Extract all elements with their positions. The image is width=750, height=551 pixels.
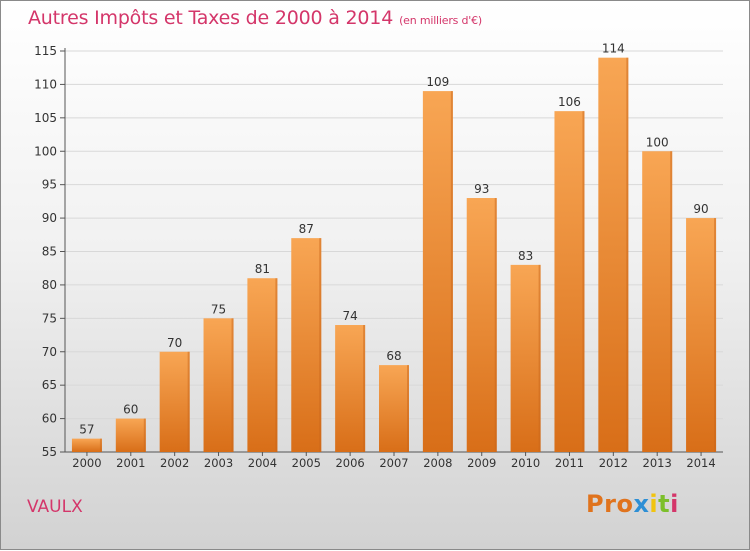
data-label: 70 [167,336,182,350]
bar [466,198,497,452]
bar [203,318,234,452]
bar [159,351,190,452]
bar [335,325,366,452]
bar [379,365,409,452]
bar [554,111,585,453]
bar-edge [231,318,234,452]
logo-letter: i [670,490,679,518]
y-tick-label: 90 [42,211,57,225]
data-label: 60 [123,403,138,417]
data-label: 100 [646,135,669,149]
x-tick-label: 2012 [599,456,628,470]
bar [71,438,102,452]
y-tick-label: 105 [34,111,57,125]
bar [422,91,453,452]
x-tick-label: 2003 [204,456,233,470]
bar-edge [494,198,497,452]
place-name: VAULX [27,497,83,517]
chart-title-text: Autres Impôts et Taxes de 2000 à 2014 [28,7,394,29]
y-tick-label: 65 [42,378,57,392]
x-tick-label: 2002 [160,456,189,470]
bar [291,238,322,452]
x-tick-label: 2014 [686,456,715,470]
bar-edge [714,218,717,452]
data-label: 68 [386,349,401,363]
y-tick-label: 80 [42,278,57,292]
x-tick-label: 2013 [643,456,672,470]
bar-edge [670,151,673,452]
logo-letter: r [604,490,617,518]
chart-title: Autres Impôts et Taxes de 2000 à 2014 (en… [28,7,482,29]
y-tick-label: 115 [34,44,57,58]
bar-edge [319,238,322,452]
x-tick-label: 2008 [423,456,452,470]
logo-letter: i [649,490,659,518]
bar-edge [275,278,278,452]
bar-edge [450,91,453,452]
logo-letter: x [633,490,650,518]
data-label: 81 [255,262,270,276]
bar [642,151,673,452]
bar [247,278,278,452]
bar [598,57,629,452]
logo-letter: o [616,490,634,518]
bar-edge [99,438,102,452]
bar-edge [187,351,190,452]
y-tick-label: 100 [34,144,57,158]
x-tick-label: 2011 [555,456,584,470]
x-tick-label: 2009 [467,456,496,470]
y-tick-label: 85 [42,245,57,259]
x-tick-label: 2010 [511,456,540,470]
data-label: 87 [299,222,314,236]
y-tick-label: 95 [42,178,57,192]
data-label: 106 [558,95,581,109]
x-tick-label: 2000 [72,456,101,470]
x-tick-label: 2006 [335,456,364,470]
data-label: 83 [518,249,533,263]
data-label: 114 [602,42,625,56]
proxiti-logo: Proxiti [586,490,679,518]
data-label: 93 [474,182,489,196]
logo-letter: P [586,490,605,518]
x-tick-label: 2005 [292,456,321,470]
chart-unit: (en milliers d'€) [399,14,482,27]
logo-letter: t [658,490,671,518]
bar-edge [143,418,146,452]
bar-edge [538,264,541,452]
data-label: 90 [693,202,708,216]
x-tick-label: 2004 [248,456,277,470]
bar [686,218,717,452]
y-tick-label: 110 [34,77,57,91]
bar [115,418,146,452]
bar-edge [582,111,585,453]
bar-edge [363,325,366,452]
data-label: 74 [342,309,357,323]
y-tick-label: 70 [42,345,57,359]
bar-edge [626,57,629,452]
y-tick-label: 75 [42,311,57,325]
bar [510,264,541,452]
data-label: 109 [426,75,449,89]
x-tick-label: 2001 [116,456,145,470]
y-tick-label: 60 [42,412,57,426]
x-tick-label: 2007 [379,456,408,470]
bar-edge [407,365,409,452]
data-label: 75 [211,302,226,316]
y-tick-label: 55 [42,445,57,459]
data-label: 57 [79,423,94,437]
